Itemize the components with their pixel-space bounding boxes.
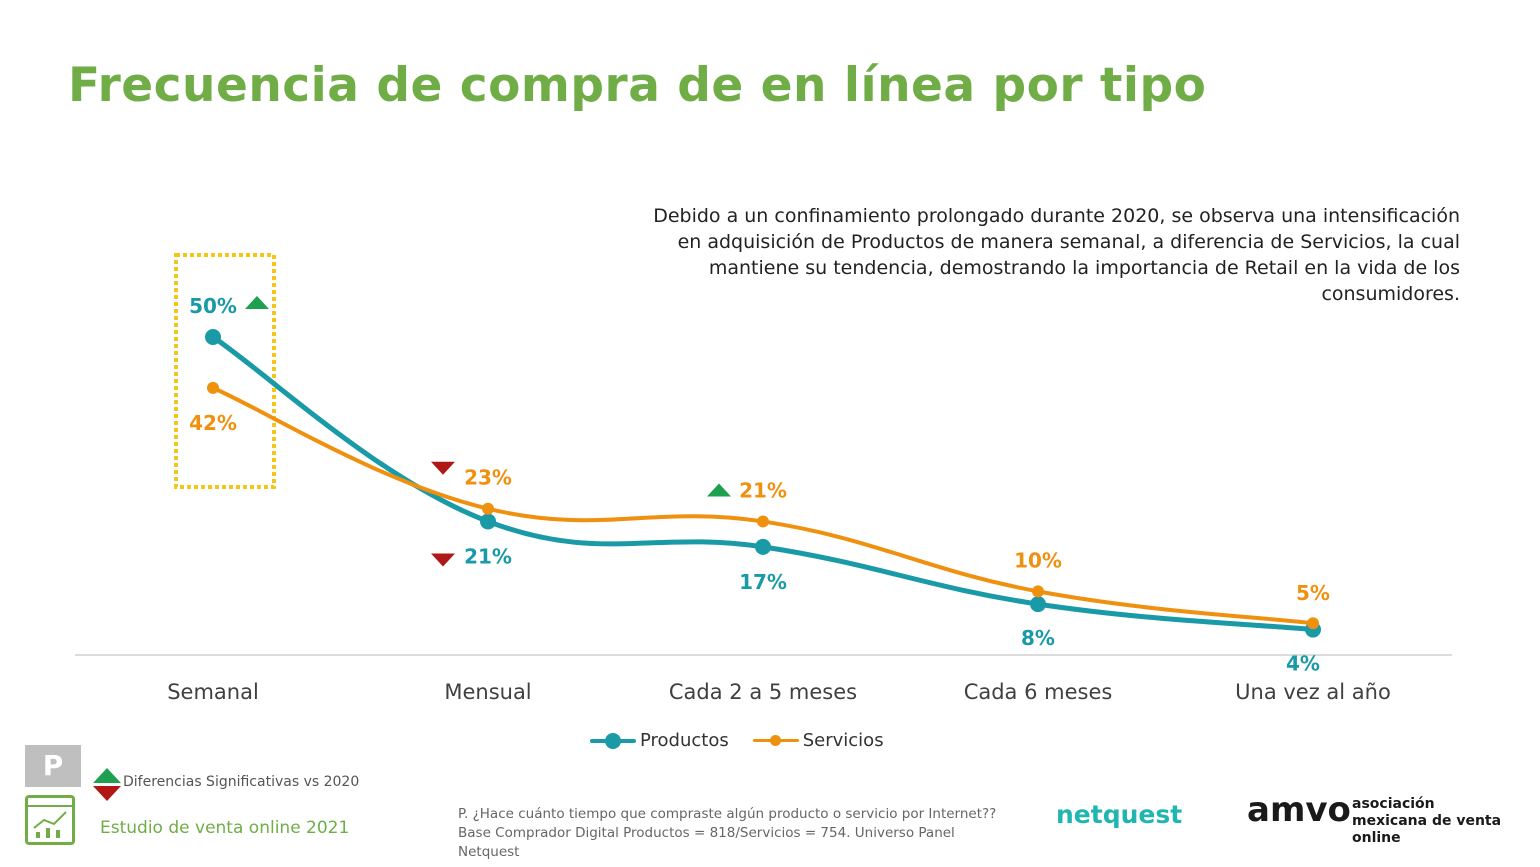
x-tick-label: Cada 2 a 5 meses <box>669 680 857 704</box>
data-label: 10% <box>1014 548 1062 572</box>
data-point <box>1032 585 1044 598</box>
data-point <box>207 381 219 394</box>
legend-productos: Productos <box>590 730 729 751</box>
footnote: P. ¿Hace cuánto tiempo que compraste alg… <box>458 806 997 860</box>
data-label: 4% <box>1286 652 1320 676</box>
legend-servicios: Servicios <box>752 730 884 751</box>
legend: Productos Servicios <box>590 730 884 751</box>
data-label: 8% <box>1021 626 1055 650</box>
legend-marker-productos <box>590 732 636 749</box>
legend-label: Productos <box>640 730 729 751</box>
x-tick-label: Semanal <box>167 680 259 704</box>
significance-icon <box>93 768 121 801</box>
data-point <box>205 329 221 345</box>
p-badge: P <box>25 745 81 787</box>
amvo-logo-text: asociación mexicana de venta online <box>1352 796 1502 846</box>
data-point <box>1030 596 1046 613</box>
x-tick-label: Una vez al año <box>1235 680 1391 704</box>
netquest-logo: netquest <box>1056 800 1183 829</box>
data-label: 23% <box>464 466 512 490</box>
series-line-productos <box>210 334 1316 633</box>
arrow-down-icon <box>431 553 455 567</box>
highlight-box <box>174 253 276 489</box>
x-tick-label: Mensual <box>444 680 531 704</box>
data-point <box>482 502 494 515</box>
data-point <box>1307 617 1319 630</box>
legend-label: Servicios <box>802 730 884 751</box>
page-title: Frecuencia de compra de en línea por tip… <box>68 58 1207 113</box>
data-label: 42% <box>189 411 237 435</box>
data-label: 17% <box>739 570 787 594</box>
arrow-up-icon <box>245 296 269 309</box>
data-point <box>755 538 771 555</box>
data-label: 50% <box>189 294 237 318</box>
x-tick-label: Cada 6 meses <box>964 680 1113 704</box>
amvo-logo: amvo <box>1247 790 1351 830</box>
data-point <box>757 515 769 528</box>
insight-note: Debido a un confinamiento prolongado dur… <box>653 205 1460 305</box>
data-point <box>480 513 496 530</box>
data-label: 21% <box>739 478 787 502</box>
study-name: Estudio de venta online 2021 <box>100 818 350 838</box>
data-label: 21% <box>464 544 512 568</box>
arrow-down-icon <box>431 461 455 475</box>
legend-marker-servicios <box>752 735 799 746</box>
data-label: 5% <box>1296 581 1330 605</box>
chart-growth-icon <box>25 795 75 845</box>
arrow-up-icon <box>707 483 731 497</box>
significance-legend-text: Diferencias Significativas vs 2020 <box>123 774 360 790</box>
